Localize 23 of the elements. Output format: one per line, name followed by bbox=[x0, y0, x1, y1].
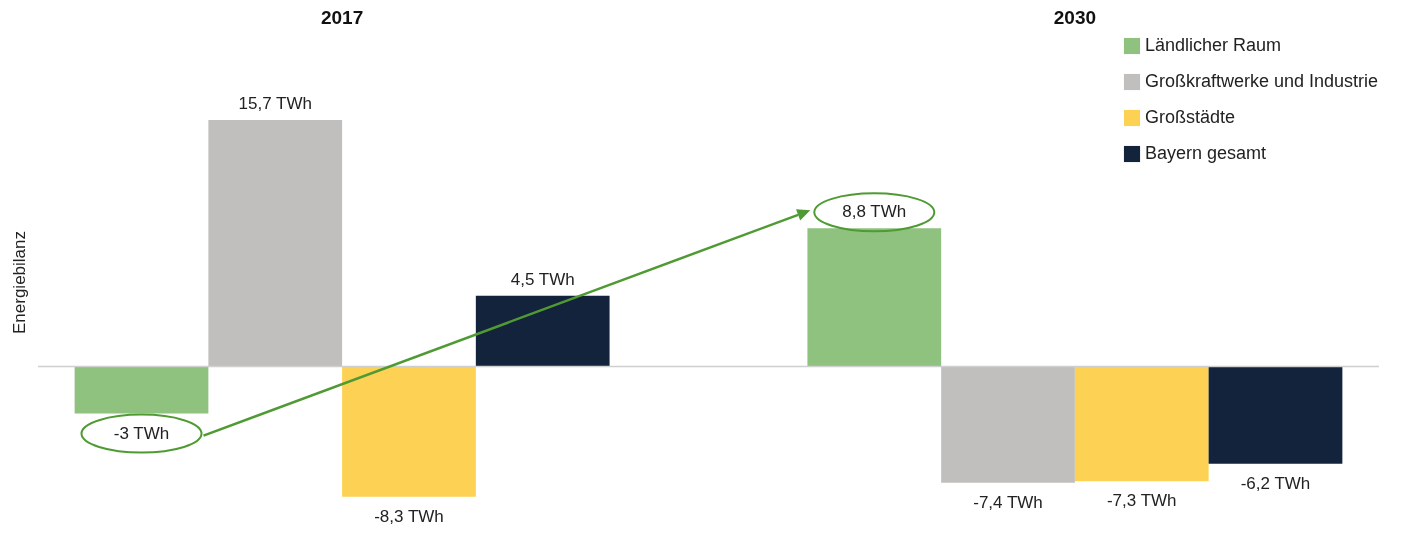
data-label: 15,7 TWh bbox=[238, 93, 312, 113]
bar bbox=[941, 366, 1075, 483]
data-label: 4,5 TWh bbox=[510, 269, 575, 289]
data-label: -3 TWh bbox=[113, 423, 170, 443]
legend-label: Ländlicher Raum bbox=[1145, 35, 1282, 55]
data-label: -7,4 TWh bbox=[973, 492, 1043, 512]
x-tick-label: 2030 bbox=[1053, 6, 1097, 28]
bar bbox=[74, 366, 209, 414]
bar bbox=[1074, 366, 1209, 482]
legend-label: Großstädte bbox=[1145, 107, 1236, 127]
bar bbox=[807, 228, 942, 367]
bar bbox=[1208, 366, 1343, 464]
data-label: -8,3 TWh bbox=[374, 506, 444, 526]
data-label: -6,2 TWh bbox=[1240, 473, 1311, 493]
data-label: 8,8 TWh bbox=[842, 202, 907, 222]
legend-label: Großkraftwerke und Industrie bbox=[1145, 71, 1379, 91]
x-tick-label: 2017 bbox=[320, 6, 364, 28]
bar bbox=[208, 119, 343, 367]
legend-label: Bayern gesamt bbox=[1145, 143, 1267, 163]
bar bbox=[342, 366, 476, 497]
y-axis-title: Energiebilanz bbox=[9, 230, 29, 335]
data-label: -7,3 TWh bbox=[1106, 491, 1177, 511]
bar bbox=[475, 295, 610, 367]
